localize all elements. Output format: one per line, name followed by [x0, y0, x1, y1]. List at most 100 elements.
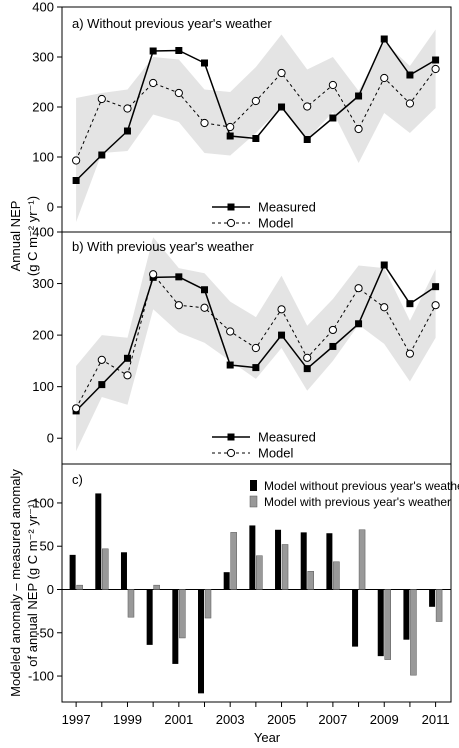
xtick-label-2007: 2007	[318, 712, 347, 727]
bar-without-1997	[69, 554, 76, 590]
legend-label-measured-a: Measured	[258, 200, 316, 215]
point-measured-a-2003	[226, 132, 234, 140]
point-measured-a-2011	[432, 56, 440, 64]
point-model-b-2003	[226, 327, 235, 336]
point-measured-b-2007	[329, 342, 337, 350]
xtick-label-1999: 1999	[113, 712, 142, 727]
bar-with-2008	[358, 529, 366, 590]
ytick-label-a-400: 400	[32, 0, 54, 15]
point-measured-b-2002	[201, 286, 209, 294]
bar-with-2004	[256, 555, 263, 590]
legend-label-model-a: Model	[258, 216, 294, 231]
legend-label-c-without: Model without previous year's weather	[264, 479, 459, 493]
ytick-label-a-200: 200	[32, 100, 54, 115]
panel-c-frame	[61, 463, 452, 703]
legend-label-measured-b: Measured	[258, 430, 316, 445]
ytick-label-a-100: 100	[32, 150, 54, 165]
bar-with-2001	[179, 589, 186, 639]
bars-c-group	[69, 493, 443, 694]
ylabel-top-line2: (g C m⁻² yr⁻¹)	[25, 196, 40, 276]
ytick-label-c--50: -50	[35, 625, 54, 640]
point-model-a-2006	[303, 102, 312, 111]
bar-without-2003	[223, 572, 230, 590]
point-measured-b-2003	[226, 361, 234, 369]
point-measured-a-2009	[380, 35, 388, 43]
bar-without-2004	[249, 525, 256, 590]
bar-without-2009	[377, 589, 384, 657]
legend-swatch-c-without	[250, 480, 257, 491]
point-model-b-2006	[303, 353, 312, 362]
lines-a-group	[72, 35, 440, 184]
point-measured-b-2008	[355, 320, 363, 328]
bar-with-2000	[153, 584, 160, 590]
point-measured-b-2010	[406, 300, 414, 308]
panel-a-title: a) Without previous year's weather	[72, 16, 272, 31]
bar-with-1999	[127, 589, 135, 618]
bar-with-2003	[230, 532, 237, 590]
legend-marker-measured-b	[227, 433, 235, 441]
point-measured-a-2008	[355, 92, 363, 100]
point-model-a-2005	[277, 68, 286, 78]
point-measured-a-1999	[123, 127, 131, 135]
bar-without-1998	[95, 493, 102, 590]
point-model-a-2011	[431, 64, 440, 74]
point-model-b-2000	[149, 270, 158, 279]
bar-without-1999	[120, 552, 127, 590]
bar-with-2011	[435, 589, 443, 622]
ytick-label-b-200: 200	[32, 328, 54, 343]
yticks-a-group: 0 100 200 300 400	[32, 0, 62, 215]
lines-b-group	[72, 261, 440, 415]
ytick-label-b-0: 0	[47, 431, 54, 446]
legend-marker-model-b	[226, 448, 236, 458]
point-measured-b-2001	[175, 273, 183, 281]
xticks-c-group: 1997 1999 2001 2003 2005 2007 2009 2011	[62, 702, 450, 727]
point-measured-b-2005	[278, 331, 286, 339]
ytick-label-c-0: 0	[47, 582, 54, 597]
ytick-label-b-100: 100	[32, 379, 54, 394]
point-model-b-2010	[405, 349, 415, 358]
point-model-a-2009	[380, 73, 389, 83]
ytick-label-b-300: 300	[32, 276, 54, 291]
point-model-a-2003	[226, 122, 235, 132]
uncertainty-band-a	[76, 29, 436, 222]
ylabel-bottom-line2: of annual NEP (g C m⁻² yr⁻¹)	[25, 499, 40, 666]
point-measured-a-2000	[149, 47, 157, 55]
legend-marker-model-a	[226, 218, 236, 228]
ytick-label-c-100: 100	[32, 495, 54, 510]
bar-with-2002	[204, 589, 212, 619]
point-measured-b-1998	[98, 381, 106, 389]
bar-without-2008	[352, 589, 359, 647]
xtick-label-2005: 2005	[267, 712, 296, 727]
point-model-b-2011	[431, 301, 440, 310]
point-model-b-1999	[123, 371, 132, 380]
bar-without-2006	[300, 532, 307, 590]
xtick-label-2009: 2009	[370, 712, 399, 727]
ylabel-top-line1: Annual NEP	[8, 201, 23, 272]
panel-c-title: c)	[72, 472, 83, 487]
ylabel-bottom-line1: Modeled anomaly – measured anomaly	[8, 469, 23, 697]
bar-without-2007	[326, 533, 333, 590]
point-measured-b-2009	[380, 261, 388, 269]
bar-without-2000	[146, 589, 153, 645]
point-model-b-2002	[200, 303, 209, 312]
point-measured-a-2010	[406, 71, 414, 79]
panel-c: -100 -50 0 50 100 1997 1999 2001 2003 2005 2007 20…	[28, 463, 459, 727]
point-model-b-2004	[251, 343, 260, 353]
xlabel: Year	[254, 730, 281, 745]
bar-with-2007	[333, 561, 340, 590]
ytick-label-a-0: 0	[47, 200, 54, 215]
point-model-b-2001	[174, 301, 183, 310]
point-measured-b-2011	[432, 283, 440, 291]
point-model-b-2009	[380, 303, 389, 312]
xtick-label-1997: 1997	[62, 712, 91, 727]
point-measured-a-2002	[201, 59, 209, 67]
point-model-a-2007	[328, 80, 337, 90]
legend-swatch-c-with	[249, 495, 258, 508]
yticks-b-group: 0 100 200 300 400	[32, 225, 62, 446]
bar-with-2006	[307, 571, 314, 590]
ytick-label-a-300: 300	[32, 50, 54, 65]
band-a-group	[76, 29, 436, 222]
point-model-a-2004	[251, 96, 260, 106]
bar-with-2010	[410, 589, 417, 676]
